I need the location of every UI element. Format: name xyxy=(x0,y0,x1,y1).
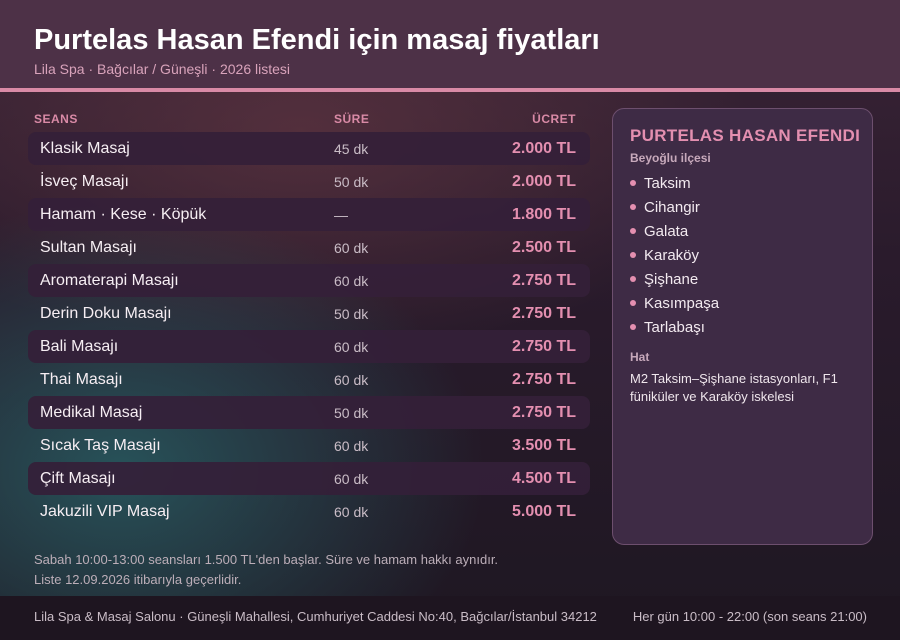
table-row: Çift Masajı 60 dk 4.500 TL xyxy=(28,462,590,495)
service-name: Klasik Masaj xyxy=(40,140,130,157)
service-price: 2.000 TL xyxy=(511,173,576,190)
service-duration: 60 dk xyxy=(334,372,369,388)
neighborhood-name: Cihangir xyxy=(644,198,700,216)
service-price: 2.750 TL xyxy=(511,371,576,388)
neighborhood-name: Galata xyxy=(644,222,689,240)
price-table: Klasik Masaj 45 dk 2.000 TL İsveç Masajı… xyxy=(28,132,590,528)
list-item: Galata xyxy=(630,219,719,243)
footer-hours: Her gün 10:00 - 22:00 (son seans 21:00) xyxy=(632,609,867,624)
transit-label: Hat xyxy=(630,350,650,364)
page-header: Purtelas Hasan Efendi için masaj fiyatla… xyxy=(0,0,900,88)
service-price: 2.750 TL xyxy=(511,305,576,322)
table-row: Hamam · Kese · Köpük — 1.800 TL xyxy=(28,198,590,231)
neighborhood-name: Karaköy xyxy=(644,246,700,264)
neighborhood-name: Taksim xyxy=(644,174,691,192)
service-price: 2.500 TL xyxy=(511,239,576,256)
footer-address: Lila Spa & Masaj Salonu · Güneşli Mahall… xyxy=(34,609,597,624)
service-price: 5.000 TL xyxy=(511,503,576,520)
table-row: Sultan Masajı 60 dk 2.500 TL xyxy=(28,231,590,264)
service-duration: 60 dk xyxy=(334,273,369,289)
service-duration: 50 dk xyxy=(334,405,369,421)
pricing-note: Sabah 10:00-13:00 seansları 1.500 TL'den… xyxy=(34,552,499,567)
page-title: Purtelas Hasan Efendi için masaj fiyatla… xyxy=(34,24,600,56)
service-price: 1.800 TL xyxy=(511,206,576,223)
service-price: 4.500 TL xyxy=(511,470,576,487)
service-name: İsveç Masajı xyxy=(40,173,129,190)
service-duration: 60 dk xyxy=(334,240,369,256)
service-name: Hamam · Kese · Köpük xyxy=(40,206,207,223)
service-duration: 60 dk xyxy=(334,504,369,520)
service-name: Sultan Masajı xyxy=(40,239,137,256)
bullet-icon xyxy=(630,300,636,306)
transit-info: M2 Taksim–Şişhane istasyonları, F1 fünik… xyxy=(630,371,838,404)
table-row: Sıcak Taş Masajı 60 dk 3.500 TL xyxy=(28,429,590,462)
bullet-icon xyxy=(630,180,636,186)
bullet-icon xyxy=(630,252,636,258)
column-header-duration: SÜRE xyxy=(334,112,370,126)
page-subtitle: Lila Spa · Bağcılar / Güneşli · 2026 lis… xyxy=(34,61,291,77)
table-row: Klasik Masaj 45 dk 2.000 TL xyxy=(28,132,590,165)
service-price: 2.750 TL xyxy=(511,404,576,421)
column-header-service: SEANS xyxy=(34,112,78,126)
bullet-icon xyxy=(630,204,636,210)
list-item: Şişhane xyxy=(630,267,719,291)
service-price: 2.000 TL xyxy=(511,140,576,157)
service-name: Thai Masajı xyxy=(40,371,123,388)
district-label: Beyoğlu ilçesi xyxy=(630,151,711,165)
service-price: 2.750 TL xyxy=(511,272,576,289)
card-title: PURTELAS HASAN EFENDI xyxy=(630,126,861,145)
table-row: Medikal Masaj 50 dk 2.750 TL xyxy=(28,396,590,429)
service-name: Jakuzili VIP Masaj xyxy=(40,503,170,520)
neighborhood-card: PURTELAS HASAN EFENDI Beyoğlu ilçesi Tak… xyxy=(612,108,873,545)
page-footer: Lila Spa & Masaj Salonu · Güneşli Mahall… xyxy=(0,596,900,640)
table-row: Bali Masajı 60 dk 2.750 TL xyxy=(28,330,590,363)
service-duration: 60 dk xyxy=(334,471,369,487)
service-price: 2.750 TL xyxy=(511,338,576,355)
service-name: Medikal Masaj xyxy=(40,404,143,421)
table-row: Aromaterapi Masajı 60 dk 2.750 TL xyxy=(28,264,590,297)
bullet-icon xyxy=(630,228,636,234)
list-item: Kasımpaşa xyxy=(630,291,719,315)
bullet-icon xyxy=(630,276,636,282)
neighborhood-list: Taksim Cihangir Galata Karaköy Şişhane K… xyxy=(630,171,719,339)
bullet-icon xyxy=(630,324,636,330)
list-item: Karaköy xyxy=(630,243,719,267)
table-row: Thai Masajı 60 dk 2.750 TL xyxy=(28,363,590,396)
service-duration: 50 dk xyxy=(334,306,369,322)
service-price: 3.500 TL xyxy=(511,437,576,454)
service-name: Aromaterapi Masajı xyxy=(40,272,179,289)
service-name: Çift Masajı xyxy=(40,470,116,487)
service-duration: 60 dk xyxy=(334,438,369,454)
validity-note: Liste 12.09.2026 itibarıyla geçerlidir. xyxy=(34,572,242,587)
service-name: Derin Doku Masajı xyxy=(40,305,172,322)
table-row: Derin Doku Masajı 50 dk 2.750 TL xyxy=(28,297,590,330)
neighborhood-name: Kasımpaşa xyxy=(644,294,720,312)
service-name: Sıcak Taş Masajı xyxy=(40,437,161,454)
service-duration: — xyxy=(334,207,348,223)
service-name: Bali Masajı xyxy=(40,338,119,355)
service-duration: 60 dk xyxy=(334,339,369,355)
service-duration: 45 dk xyxy=(334,141,369,157)
header-divider xyxy=(0,88,900,92)
column-header-price: ÜCRET xyxy=(532,112,576,126)
table-row: İsveç Masajı 50 dk 2.000 TL xyxy=(28,165,590,198)
list-item: Tarlabaşı xyxy=(630,315,719,339)
neighborhood-name: Şişhane xyxy=(644,270,699,288)
list-item: Taksim xyxy=(630,171,719,195)
neighborhood-name: Tarlabaşı xyxy=(644,318,705,336)
list-item: Cihangir xyxy=(630,195,719,219)
service-duration: 50 dk xyxy=(334,174,369,190)
table-row: Jakuzili VIP Masaj 60 dk 5.000 TL xyxy=(28,495,590,528)
